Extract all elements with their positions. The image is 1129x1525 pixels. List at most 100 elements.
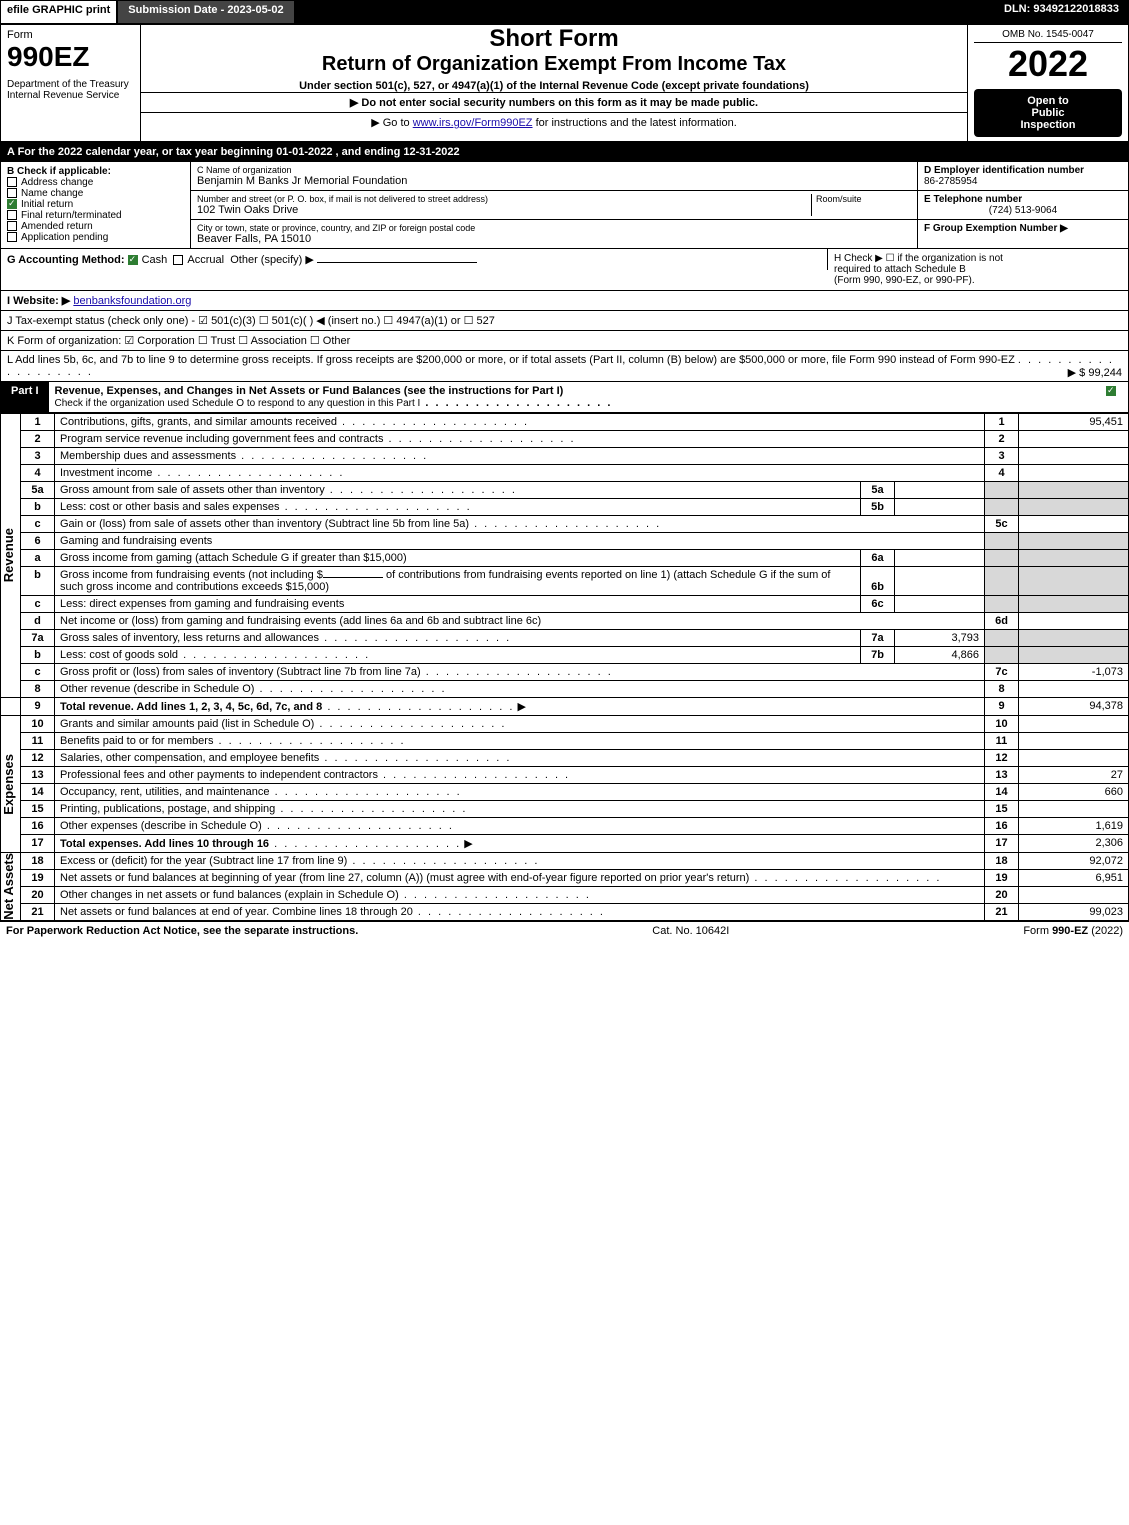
room-suite-label: Room/suite — [811, 194, 911, 216]
line-19-desc: Net assets or fund balances at beginning… — [60, 872, 749, 884]
website-link[interactable]: benbanksfoundation.org — [73, 295, 191, 307]
efile-print-label[interactable]: efile GRAPHIC print — [0, 0, 117, 24]
line-6b-sub: 6b — [860, 567, 894, 595]
line-9-desc: Total revenue. Add lines 1, 2, 3, 4, 5c,… — [60, 701, 322, 713]
h-line3: (Form 990, 990-EZ, or 990-PF). — [834, 275, 1122, 286]
line-6d-desc: Net income or (loss) from gaming and fun… — [55, 613, 985, 630]
section-i-website: I Website: ▶ benbanksfoundation.org — [0, 291, 1129, 311]
open-line3: Inspection — [980, 119, 1116, 131]
line-19-no: 19 — [985, 870, 1019, 887]
line-4-no: 4 — [985, 465, 1019, 482]
line-17-no: 17 — [985, 835, 1019, 853]
line-20-desc: Other changes in net assets or fund bala… — [60, 889, 399, 901]
line-18-no: 18 — [985, 853, 1019, 870]
irs-link[interactable]: www.irs.gov/Form990EZ — [413, 117, 533, 129]
org-info-block: B Check if applicable: Address change Na… — [0, 162, 1129, 249]
line-5b-subval — [894, 499, 984, 515]
line-14-amt: 660 — [1019, 784, 1129, 801]
line-16-no: 16 — [985, 818, 1019, 835]
line-9-amt: 94,378 — [1019, 698, 1129, 716]
line-7a-sub: 7a — [860, 630, 894, 646]
line-12-desc: Salaries, other compensation, and employ… — [60, 752, 319, 764]
line-6-desc: Gaming and fundraising events — [55, 533, 985, 550]
vlabel-expenses: Expenses — [1, 754, 16, 815]
page-footer: For Paperwork Reduction Act Notice, see … — [0, 921, 1129, 940]
line-6d-no: 6d — [985, 613, 1019, 630]
vlabel-revenue: Revenue — [1, 528, 16, 582]
line-6a-subval — [894, 550, 984, 566]
part-i-label: Part I — [1, 382, 49, 412]
line-15-no: 15 — [985, 801, 1019, 818]
section-l-gross-receipts: L Add lines 5b, 6c, and 7b to line 9 to … — [0, 351, 1129, 382]
line-3-amt — [1019, 448, 1129, 465]
checkbox-name-change[interactable] — [7, 188, 17, 198]
line-5c-no: 5c — [985, 516, 1019, 533]
line-3-desc: Membership dues and assessments — [60, 450, 236, 462]
checkbox-pending[interactable] — [7, 232, 17, 242]
line-7b-subval: 4,866 — [894, 647, 984, 663]
e-phone-label: E Telephone number — [924, 194, 1122, 205]
l-text: L Add lines 5b, 6c, and 7b to line 9 to … — [7, 354, 1015, 366]
f-group-exemption: F Group Exemption Number ▶ — [924, 223, 1122, 234]
checkbox-amended[interactable] — [7, 221, 17, 231]
org-street: 102 Twin Oaks Drive — [197, 204, 811, 216]
form-word: Form — [7, 29, 134, 41]
checkbox-address-change[interactable] — [7, 177, 17, 187]
g-other: Other (specify) ▶ — [230, 254, 314, 266]
line-15-amt — [1019, 801, 1129, 818]
line-6a-desc: Gross income from gaming (attach Schedul… — [55, 550, 860, 566]
line-18-desc: Excess or (deficit) for the year (Subtra… — [60, 855, 347, 867]
h-line2: required to attach Schedule B — [834, 264, 1122, 275]
dln-number: DLN: 93492122018833 — [994, 0, 1129, 24]
checkbox-accrual[interactable] — [173, 255, 183, 265]
org-name: Benjamin M Banks Jr Memorial Foundation — [197, 175, 911, 187]
line-7c-no: 7c — [985, 664, 1019, 681]
line-5a-sub: 5a — [860, 482, 894, 498]
line-1-no: 1 — [985, 414, 1019, 431]
line-4-amt — [1019, 465, 1129, 482]
line-11-amt — [1019, 733, 1129, 750]
checkbox-initial-return[interactable] — [7, 199, 17, 209]
dept-treasury: Department of the Treasury — [7, 79, 134, 90]
line-8-desc: Other revenue (describe in Schedule O) — [60, 683, 254, 695]
footer-form-year: (2022) — [1088, 925, 1123, 937]
line-12-amt — [1019, 750, 1129, 767]
line-21-desc: Net assets or fund balances at end of ye… — [60, 906, 413, 918]
b-amended: Amended return — [21, 221, 93, 232]
c-addr-label: Number and street (or P. O. box, if mail… — [197, 194, 811, 204]
section-a-tax-year: A For the 2022 calendar year, or tax yea… — [0, 142, 1129, 162]
line-10-desc: Grants and similar amounts paid (list in… — [60, 718, 314, 730]
section-h-schedule-b: H Check ▶ ☐ if the organization is not r… — [828, 249, 1128, 290]
line-9-no: 9 — [985, 698, 1019, 716]
line-5b-desc: Less: cost or other basis and sales expe… — [60, 501, 280, 513]
open-line1: Open to — [980, 95, 1116, 107]
line-13-desc: Professional fees and other payments to … — [60, 769, 378, 781]
line-7c-amt: -1,073 — [1019, 664, 1129, 681]
line-11-desc: Benefits paid to or for members — [60, 735, 213, 747]
line-6c-sub: 6c — [860, 596, 894, 612]
line-21-no: 21 — [985, 904, 1019, 921]
line-17-desc: Total expenses. Add lines 10 through 16 — [60, 838, 269, 850]
line-5c-amt — [1019, 516, 1129, 533]
line-6c-subval — [894, 596, 984, 612]
open-line2: Public — [980, 107, 1116, 119]
line-5a-desc: Gross amount from sale of assets other t… — [60, 484, 325, 496]
line-6c-desc: Less: direct expenses from gaming and fu… — [55, 596, 860, 612]
i-label: I Website: ▶ — [7, 295, 70, 307]
part-i-title: Revenue, Expenses, and Changes in Net As… — [55, 385, 564, 397]
b-initial: Initial return — [21, 199, 73, 210]
note-goto-pre: ▶ Go to — [371, 117, 412, 129]
line-7c-desc: Gross profit or (loss) from sales of inv… — [60, 666, 421, 678]
checkbox-final-return[interactable] — [7, 210, 17, 220]
line-12-no: 12 — [985, 750, 1019, 767]
d-ein-label: D Employer identification number — [924, 165, 1122, 176]
line-8-amt — [1019, 681, 1129, 698]
line-4-desc: Investment income — [60, 467, 152, 479]
irs-label: Internal Revenue Service — [7, 90, 134, 101]
line-15-desc: Printing, publications, postage, and shi… — [60, 803, 275, 815]
top-bar: efile GRAPHIC print Submission Date - 20… — [0, 0, 1129, 24]
open-to-public: Open to Public Inspection — [974, 89, 1122, 137]
checkbox-cash[interactable] — [128, 255, 138, 265]
checkbox-part-i-sched-o[interactable] — [1106, 386, 1116, 396]
g-accrual: Accrual — [187, 254, 224, 266]
